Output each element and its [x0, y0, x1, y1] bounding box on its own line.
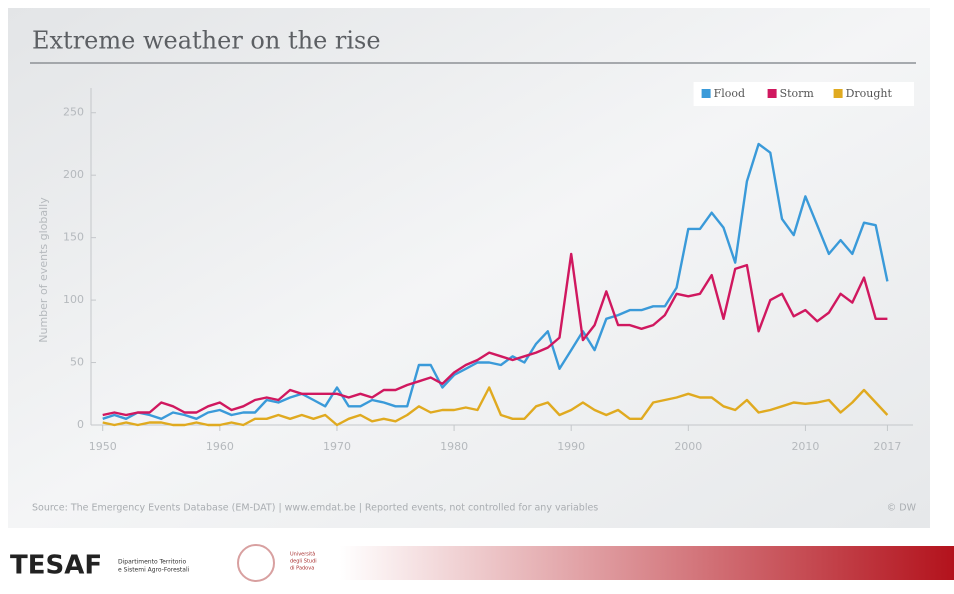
legend-swatch — [833, 89, 843, 98]
x-tick-label: 1990 — [557, 440, 585, 453]
university: degli Studi — [290, 559, 317, 565]
y-axis-label: Number of events globally — [37, 197, 50, 343]
legend-label: Flood — [714, 87, 745, 100]
credit: © DW — [887, 503, 917, 514]
department: e Sistemi Agro-Forestali — [118, 567, 190, 574]
chart-title: Extreme weather on the rise — [32, 27, 381, 55]
university: Università — [290, 551, 315, 558]
y-tick-label: 0 — [77, 418, 84, 431]
line — [102, 386, 889, 427]
x-tick-label: 2010 — [791, 440, 819, 453]
legend-swatch — [767, 89, 777, 98]
x-tick-label: 2017 — [873, 440, 901, 453]
department: Dipartimento Territorio — [118, 559, 187, 566]
line — [102, 142, 889, 420]
y-tick-label: 250 — [63, 106, 84, 119]
legend-label: Storm — [780, 87, 815, 100]
logo: TESAF — [10, 551, 102, 581]
x-tick-label: 1960 — [206, 440, 234, 453]
y-tick-label: 100 — [63, 293, 84, 306]
y-tick-label: 50 — [70, 356, 84, 369]
x-tick-label: 1980 — [440, 440, 468, 453]
university: di Padova — [290, 566, 314, 572]
legend-swatch — [701, 89, 711, 98]
seal — [237, 544, 275, 582]
x-tick-label: 1950 — [89, 440, 117, 453]
footer-bar — [340, 546, 954, 580]
y-tick-label: 150 — [63, 231, 84, 244]
source: Source: The Emergency Events Database (E… — [32, 503, 598, 514]
x-tick-label: 1970 — [323, 440, 351, 453]
y-tick-label: 200 — [63, 168, 84, 181]
line — [102, 252, 888, 417]
x-tick-label: 2000 — [674, 440, 702, 453]
plot: 0 50 100 150 200 250 1950 1960 1970 1980 1990 2000 2… — [63, 82, 914, 453]
legend-box — [693, 82, 914, 106]
legend-label: Drought — [846, 87, 893, 100]
